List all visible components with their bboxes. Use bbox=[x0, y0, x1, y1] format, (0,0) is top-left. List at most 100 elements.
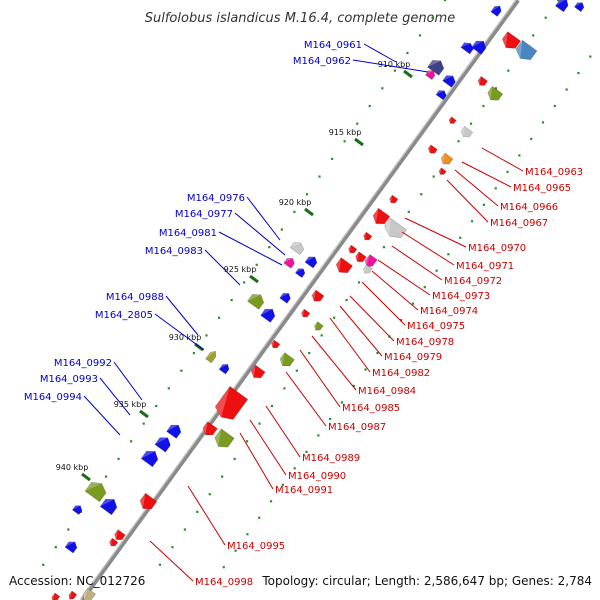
tick-dot bbox=[183, 528, 186, 531]
reverse-gene-label[interactable]: M164_0975 bbox=[407, 321, 465, 332]
forward-gene-label[interactable]: M164_0961 bbox=[304, 40, 362, 51]
tick-dot bbox=[258, 516, 261, 519]
reverse-gene-label[interactable]: M164_0963 bbox=[525, 167, 583, 178]
tick-dot bbox=[280, 228, 283, 231]
tick-dot bbox=[268, 246, 271, 249]
tick-dot bbox=[376, 351, 379, 355]
label-leader bbox=[239, 432, 274, 490]
tick-dot bbox=[255, 263, 258, 266]
reverse-gene-label[interactable]: M164_0966 bbox=[500, 202, 558, 213]
tick-dot bbox=[447, 253, 450, 256]
forward-gene-label[interactable]: M164_0988 bbox=[106, 292, 164, 303]
tick-dot bbox=[589, 55, 592, 58]
tick-dot bbox=[233, 457, 236, 461]
reverse-gene-label[interactable]: M164_0984 bbox=[358, 386, 416, 397]
tick-dot bbox=[42, 563, 45, 566]
forward-gene-label[interactable]: M164_0962 bbox=[293, 56, 351, 67]
reverse-gene-label[interactable]: M164_0991 bbox=[275, 485, 333, 496]
reverse-gene-label[interactable]: M164_0978 bbox=[396, 337, 454, 348]
forward-gene bbox=[84, 481, 107, 503]
label-leader bbox=[204, 249, 241, 286]
forward-gene-label[interactable]: M164_0993 bbox=[40, 374, 98, 385]
reverse-gene-label[interactable]: M164_0970 bbox=[468, 243, 526, 254]
forward-gene bbox=[154, 437, 171, 453]
tick-dot bbox=[104, 475, 108, 478]
forward-gene bbox=[71, 505, 83, 516]
reverse-gene bbox=[372, 207, 391, 225]
reverse-gene-label[interactable]: M164_0967 bbox=[490, 218, 548, 229]
tick-dot bbox=[155, 404, 158, 408]
forward-gene-label[interactable]: M164_0983 bbox=[145, 246, 203, 257]
tick-dot bbox=[565, 88, 568, 91]
tick-dot bbox=[130, 440, 133, 443]
reverse-gene-label[interactable]: M164_0965 bbox=[513, 183, 571, 194]
forward-gene bbox=[260, 308, 276, 323]
tick-dot bbox=[381, 87, 384, 90]
tick-dot bbox=[459, 236, 462, 239]
forward-gene bbox=[64, 541, 78, 554]
reverse-gene bbox=[501, 31, 522, 49]
forward-gene-label[interactable]: M164_0994 bbox=[24, 392, 82, 403]
reverse-gene bbox=[515, 39, 538, 61]
tick-dot bbox=[208, 493, 211, 496]
forward-gene bbox=[460, 42, 474, 55]
reverse-gene bbox=[487, 85, 504, 101]
tick-dot bbox=[553, 104, 556, 108]
reverse-gene bbox=[440, 152, 454, 165]
tick-dot bbox=[435, 269, 438, 272]
reverse-gene-label[interactable]: M164_0995 bbox=[227, 541, 285, 552]
tick-dot bbox=[432, 175, 435, 178]
tick-dot bbox=[444, 0, 447, 2]
forward-gene-label[interactable]: M164_0992 bbox=[54, 358, 112, 369]
reverse-gene bbox=[438, 167, 447, 175]
forward-gene-label[interactable]: M164_0981 bbox=[159, 228, 217, 239]
tick-dot bbox=[293, 210, 296, 213]
forward-gene bbox=[166, 424, 182, 439]
reverse-gene-label[interactable]: M164_0998 bbox=[195, 577, 253, 588]
forward-gene-label[interactable]: M164_0976 bbox=[187, 193, 245, 204]
tick-dot bbox=[305, 193, 309, 196]
reverse-gene-label[interactable]: M164_0979 bbox=[384, 352, 442, 363]
label-leader bbox=[246, 196, 281, 241]
reverse-gene-label[interactable]: M164_0973 bbox=[432, 291, 490, 302]
tick-dot bbox=[269, 500, 273, 503]
tick-dot bbox=[180, 369, 183, 372]
tick-dot bbox=[158, 563, 162, 566]
reverse-gene-label[interactable]: M164_0972 bbox=[444, 276, 502, 287]
label-leader bbox=[83, 395, 121, 436]
forward-gene bbox=[99, 498, 118, 516]
label-leader bbox=[154, 313, 205, 351]
reverse-gene bbox=[363, 264, 373, 274]
reverse-gene-label[interactable]: M164_0982 bbox=[372, 368, 430, 379]
genome-info-text: Topology: circular; Length: 2,586,647 bp… bbox=[262, 574, 592, 588]
forward-gene-label[interactable]: M164_2805 bbox=[95, 310, 153, 321]
tick-dot bbox=[217, 316, 221, 319]
label-leader bbox=[329, 317, 371, 373]
reverse-gene-label[interactable]: M164_0985 bbox=[342, 403, 400, 414]
reverse-gene-label[interactable]: M164_0974 bbox=[420, 306, 478, 317]
forward-gene bbox=[283, 257, 295, 269]
tick-dot bbox=[54, 546, 57, 549]
tick-label: 940 kbp bbox=[56, 463, 89, 472]
reverse-gene-label[interactable]: M164_0989 bbox=[302, 453, 360, 464]
reverse-gene-label[interactable]: M164_0971 bbox=[456, 261, 514, 272]
tick-dot bbox=[243, 281, 246, 284]
forward-gene-label[interactable]: M164_0977 bbox=[175, 209, 233, 220]
tick-dot bbox=[333, 316, 336, 319]
label-leader bbox=[113, 361, 143, 401]
label-leader bbox=[371, 270, 419, 311]
reverse-gene bbox=[279, 352, 295, 367]
forward-gene bbox=[218, 364, 230, 375]
label-leader bbox=[187, 485, 226, 546]
reverse-gene-label[interactable]: M164_0987 bbox=[328, 422, 386, 433]
label-leader bbox=[361, 281, 406, 326]
tick-label: 935 kbp bbox=[114, 400, 147, 409]
tick-dot bbox=[196, 510, 199, 513]
tick-dot bbox=[320, 334, 323, 337]
tick-marks: 910 kbp 915 kbp 920 kbp 925 kbp 930 kbp 935 k… bbox=[56, 60, 413, 482]
label-leader bbox=[99, 377, 131, 416]
label-leader bbox=[391, 245, 443, 281]
reverse-gene-label[interactable]: M164_0990 bbox=[288, 471, 346, 482]
tick-dot bbox=[541, 121, 545, 124]
tick-dot bbox=[406, 51, 409, 55]
